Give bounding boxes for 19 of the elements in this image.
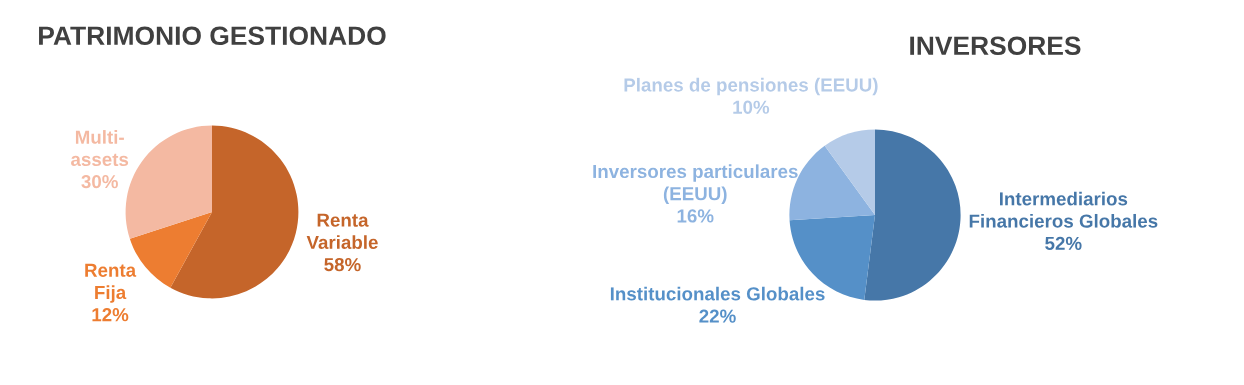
slice-label: Planes de pensiones (EEUU) [624, 77, 878, 96]
chart-title: PATRIMONIO GESTIONADO [39, 26, 386, 46]
pie-slice [824, 129, 875, 215]
slice-label: Renta Variable [306, 213, 378, 249]
slice-label: Institucionales Globales [610, 286, 825, 301]
data-label: 30% [81, 175, 118, 189]
slice-label: Intermediarios Financieros Globales [969, 191, 1158, 228]
data-label: 16% [677, 209, 714, 223]
chart-title: INVERSORES [910, 36, 1081, 56]
slice-label: Multi- assets [71, 130, 129, 167]
data-label: 22% [699, 309, 736, 323]
data-label: 58% [324, 257, 361, 272]
data-label: 10% [733, 100, 770, 114]
pie-slice [864, 129, 961, 301]
data-label: 12% [92, 308, 129, 322]
data-label: 52% [1045, 236, 1082, 250]
slice-label: Inversores particulares (EEUU) [593, 164, 798, 205]
slice-label: Renta Fija [85, 263, 137, 303]
pie-slice [170, 125, 299, 299]
